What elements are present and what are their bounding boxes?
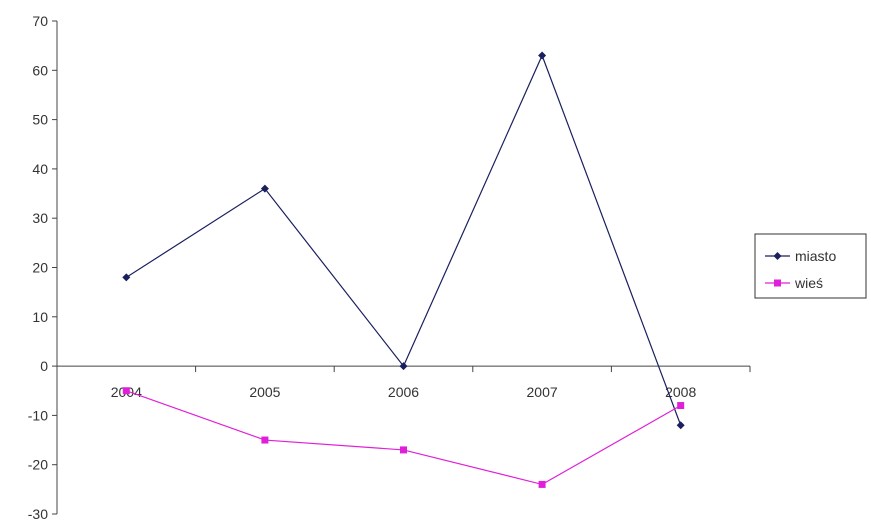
series-line <box>126 390 681 486</box>
legend-label: miasto <box>795 248 836 264</box>
legend-marker <box>773 252 782 260</box>
y-tick-label: 40 <box>32 161 48 177</box>
x-tick-label: 2007 <box>527 384 558 400</box>
x-tick-label: 2006 <box>388 384 419 400</box>
data-point <box>538 51 547 60</box>
legend: miasto wieś <box>754 233 867 299</box>
y-tick-label: 20 <box>32 260 48 276</box>
data-point <box>677 402 685 410</box>
y-tick-label: 60 <box>32 62 48 78</box>
data-point <box>538 480 546 488</box>
y-tick-label: -20 <box>28 457 48 473</box>
y-tick-label: 50 <box>32 112 48 128</box>
x-tick-label: 2008 <box>665 384 696 400</box>
series-wieś <box>122 387 685 488</box>
data-point <box>261 436 269 444</box>
legend-box <box>754 233 867 299</box>
y-tick-label: -30 <box>28 506 48 522</box>
series-layer <box>122 51 685 488</box>
y-tick-label: 30 <box>32 210 48 226</box>
data-point <box>399 362 408 371</box>
data-point <box>122 273 131 282</box>
data-point <box>676 421 685 430</box>
x-axis: 20042005200620072008 <box>56 365 751 400</box>
data-point <box>260 184 269 193</box>
legend-marker <box>774 279 781 287</box>
series-miasto <box>122 51 685 430</box>
y-tick-label: 70 <box>32 13 48 29</box>
data-point <box>400 446 407 454</box>
y-axis: 70 60 50 40 30 20 10 0 -10 -20 -30 <box>28 13 58 522</box>
x-tick-label: 2005 <box>249 384 280 400</box>
data-point <box>122 387 130 395</box>
y-tick-label: 10 <box>32 309 48 325</box>
y-tick-label: 0 <box>40 358 48 374</box>
legend-label: wieś <box>794 275 823 291</box>
y-tick-label: -10 <box>28 407 48 423</box>
